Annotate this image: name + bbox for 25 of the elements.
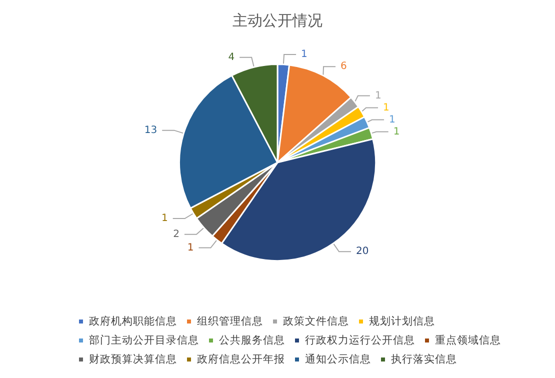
data-label: 1 [187,242,194,254]
data-label: 1 [393,126,400,138]
legend-label: 行政权力运行公开信息 [305,334,415,346]
data-label: 6 [340,61,347,72]
legend-label: 执行落实信息 [391,352,457,366]
data-label: 13 [144,124,158,136]
data-label: 1 [389,114,396,126]
legend-label: 通知公示信息 [305,352,371,366]
legend-label: 部门主动公开目录信息 [89,334,199,346]
data-label: 2 [173,228,180,240]
data-label: 20 [356,246,369,258]
data-label: 1 [301,48,308,60]
legend-label: 财政预算决算信息 [89,352,177,366]
legend-label: 政府信息公开年报 [197,352,285,366]
data-label: 4 [228,52,235,63]
data-label: 1 [383,102,390,114]
chart-title: 主动公开情况 [232,12,322,30]
data-label: 1 [161,213,168,224]
data-label: 1 [374,90,382,102]
legend-label: 政府机构职能信息 [89,314,177,328]
legend-label: 公共服务信息 [219,334,285,346]
legend-label: 组织管理信息 [197,314,263,328]
legend-label: 政策文件信息 [283,314,349,328]
legend-label: 规划计划信息 [369,314,435,328]
legend-label: 重点领域信息 [435,334,501,346]
